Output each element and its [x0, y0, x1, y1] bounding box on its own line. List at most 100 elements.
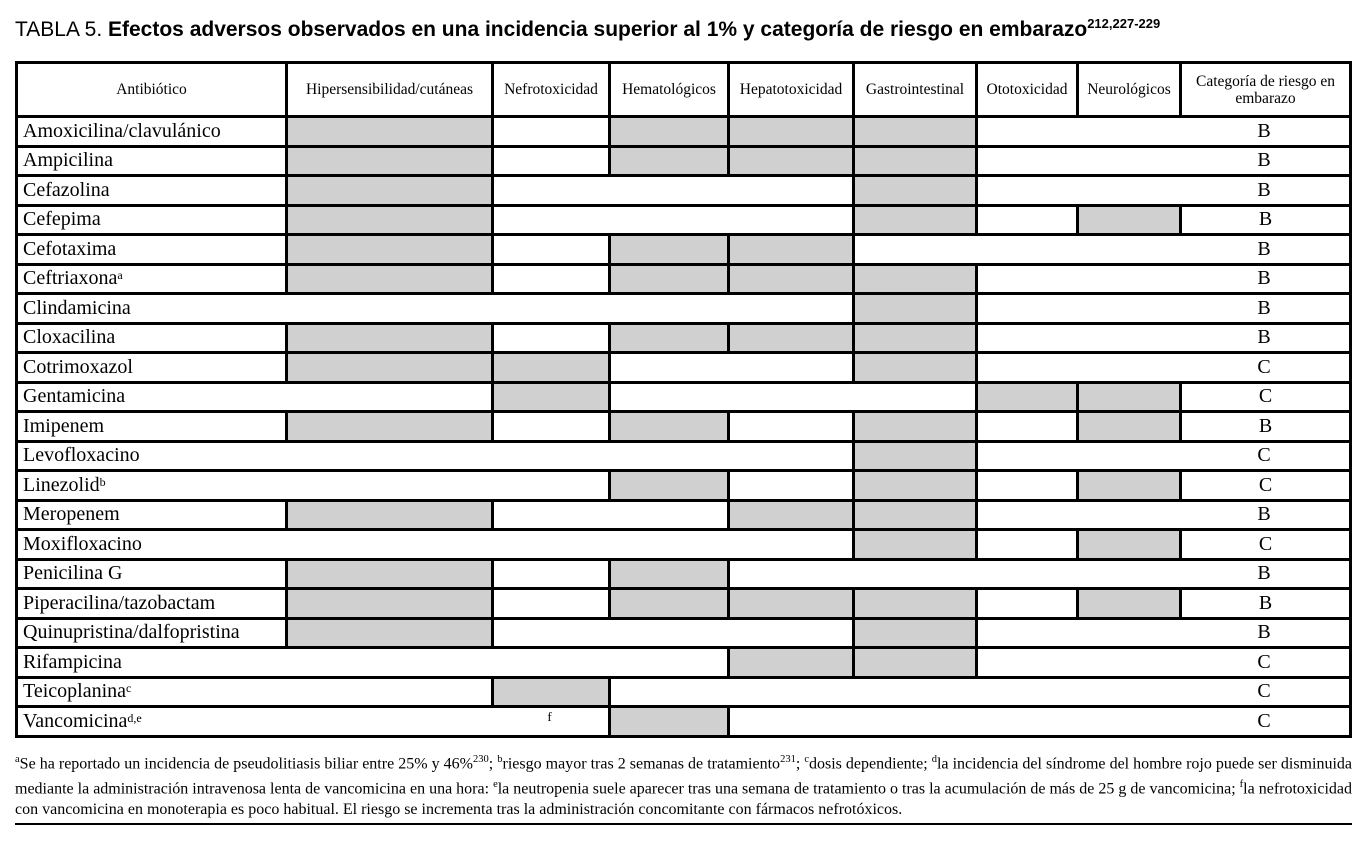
effect-cell-hematologicos	[608, 265, 727, 292]
pregnancy-risk-category-cell: B	[1257, 621, 1271, 644]
effect-cell-hepatotoxicidad	[727, 708, 852, 735]
effect-cell-ototoxicidad	[975, 265, 1076, 292]
effect-cell-hepatotoxicidad	[727, 413, 852, 440]
effect-cell-gastrointestinal	[852, 679, 975, 706]
effect-cell-hematologicos	[608, 207, 727, 234]
effect-cell-hematologicos	[608, 560, 727, 587]
effect-cell-hipersensibilidad	[285, 708, 491, 735]
effect-cell-neurologicos	[1076, 620, 1179, 647]
effect-cell-gastrointestinal	[852, 442, 975, 469]
column-header-nefrotoxicidad: Nefrotoxicidad	[491, 64, 608, 115]
effect-cell-gastrointestinal	[852, 590, 975, 617]
effect-cell-ototoxicidad	[975, 619, 1076, 646]
antibiotic-name-cell: Cloxacilina	[23, 326, 116, 349]
effect-cell-hipersensibilidad	[285, 265, 491, 292]
effect-cell-ototoxicidad	[975, 118, 1076, 145]
column-header-hipersensibilidad: Hipersensibilidad/cutáneas	[285, 64, 491, 115]
effect-cell-neurologicos	[1076, 413, 1179, 440]
table-row: Ampicilina B	[18, 144, 1349, 174]
effect-cell-ototoxicidad	[975, 531, 1076, 558]
table-row: Cefazolina B	[18, 174, 1349, 204]
effect-cell-gastrointestinal	[852, 384, 975, 411]
effect-cell-nefrotoxicidad	[491, 619, 608, 646]
table-title-prefix: TABLA 5.	[15, 18, 108, 41]
effect-cell-ototoxicidad	[975, 413, 1076, 440]
effect-cell-hepatotoxicidad	[727, 472, 852, 499]
antibiotic-name-cell: Imipenem	[23, 414, 105, 437]
effect-cell-hipersensibilidad	[285, 649, 491, 676]
effect-cell-hipersensibilidad	[285, 413, 491, 440]
effect-cell-neurologicos	[1076, 502, 1179, 529]
effect-cell-nefrotoxicidad	[491, 443, 608, 470]
antibiotic-name-cell: Cefazolina	[23, 178, 110, 201]
column-header-hepatotoxicidad: Hepatotoxicidad	[727, 64, 852, 115]
effect-cell-nefrotoxicidad	[491, 236, 608, 263]
document-page: TABLA 5. Efectos adversos observados en …	[15, 16, 1352, 826]
effect-cell-ototoxicidad	[975, 679, 1076, 706]
effect-cell-hipersensibilidad	[285, 560, 491, 587]
effect-cell-nefrotoxicidad	[491, 383, 608, 410]
effect-cell-ototoxicidad	[975, 501, 1076, 528]
effect-cell-hematologicos	[608, 531, 727, 558]
table-row: Amoxicilina/clavulánico B	[18, 118, 1349, 145]
effect-cell-gastrointestinal	[852, 206, 975, 233]
effect-cell-nefrotoxicidad	[491, 324, 608, 351]
effect-cell-hipersensibilidad	[285, 472, 491, 499]
effect-cell-gastrointestinal	[852, 265, 975, 292]
table-row: Linezolid b C	[18, 469, 1349, 499]
effect-cell-hematologicos	[608, 472, 727, 499]
effect-cell-neurologicos	[1076, 561, 1179, 588]
effect-cell-ototoxicidad	[975, 177, 1076, 204]
effect-cell-neurologicos	[1076, 708, 1179, 735]
effect-cell-hepatotoxicidad	[727, 207, 852, 234]
effect-cell-nefrotoxicidad	[491, 206, 608, 233]
effect-cell-hepatotoxicidad	[727, 620, 852, 647]
table-row: Piperacilina/tazobactam B	[18, 587, 1349, 617]
effect-cell-nefrotoxicidad	[491, 472, 608, 499]
antibiotic-name-cell: Ampicilina	[23, 149, 113, 172]
table-row: Gentamicina C	[18, 380, 1349, 411]
antibiotic-name-cell: Rifampicina	[23, 650, 122, 673]
table-row: Cotrimoxazol C	[18, 351, 1349, 381]
effect-cell-gastrointestinal	[852, 649, 975, 676]
pregnancy-risk-category-cell: B	[1257, 267, 1271, 290]
column-header-antibiotico: Antibiótico	[116, 81, 187, 98]
effect-cell-neurologicos	[1076, 325, 1179, 352]
effect-cell-hematologicos	[608, 678, 727, 705]
effect-cell-hematologicos	[608, 413, 727, 440]
effect-cell-hepatotoxicidad	[727, 118, 852, 145]
table-header: Antibiótico Hipersensibilidad/cutáneas Nef…	[18, 64, 1349, 118]
column-header-neurologicos: Neurológicos	[1076, 64, 1179, 115]
table-row: Levofloxacino C	[18, 439, 1349, 470]
effect-cell-nefrotoxicidad	[491, 560, 608, 587]
pregnancy-risk-category-cell: C	[1257, 444, 1271, 467]
antibiotic-name-cell: Vancomicina d,e	[23, 709, 142, 732]
effect-cell-nefrotoxicidad	[491, 413, 608, 440]
effect-cell-hematologicos	[608, 649, 727, 676]
effect-cell-gastrointestinal	[852, 354, 975, 381]
pregnancy-risk-category-cell: B	[1179, 590, 1349, 617]
effect-cell-hepatotoxicidad	[727, 147, 852, 174]
effect-cell-hematologicos	[608, 502, 727, 529]
effect-cell-hipersensibilidad	[285, 177, 491, 204]
effect-cell-neurologicos	[1076, 443, 1179, 470]
adverse-effects-table: Antibiótico Hipersensibilidad/cutáneas Nef…	[15, 61, 1352, 738]
antibiotic-name-cell: Clindamicina	[23, 296, 131, 319]
effect-cell-nefrotoxicidad	[491, 590, 608, 617]
effect-cell-hepatotoxicidad	[727, 265, 852, 292]
pregnancy-risk-category-cell: B	[1257, 562, 1271, 585]
table-row: Teicoplanina c C	[18, 675, 1349, 706]
effect-cell-hepatotoxicidad	[727, 560, 852, 587]
effect-cell-hematologicos	[608, 295, 727, 322]
effect-cell-ototoxicidad	[975, 236, 1076, 263]
effect-cell-ototoxicidad	[975, 295, 1076, 322]
effect-cell-hipersensibilidad	[285, 295, 491, 322]
effect-cell-hepatotoxicidad	[727, 501, 852, 528]
effect-cell-hipersensibilidad	[285, 531, 491, 558]
effect-cell-ototoxicidad	[975, 561, 1076, 588]
table-row: Cefepima B	[18, 203, 1349, 234]
table-row: Meropenem B	[18, 498, 1349, 529]
effect-cell-neurologicos	[1076, 383, 1179, 410]
antibiotic-name-cell: Gentamicina	[23, 385, 126, 408]
antibiotic-name-cell: Penicilina G	[23, 562, 123, 585]
